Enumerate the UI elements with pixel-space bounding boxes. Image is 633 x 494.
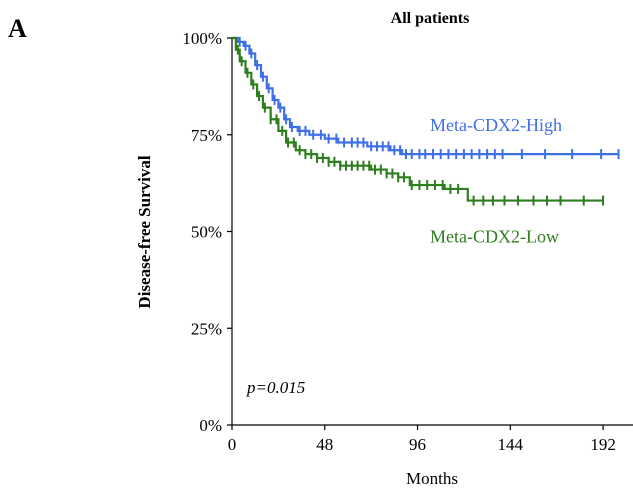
series-label-meta-cdx2-high: Meta-CDX2-High: [430, 115, 562, 135]
panel-label: A: [8, 14, 27, 43]
y-tick-label: 100%: [182, 29, 222, 48]
chart-title: All patients: [391, 10, 470, 27]
series-meta-cdx2-high: Meta-CDX2-High: [232, 36, 620, 160]
x-tick-label: 0: [228, 435, 237, 454]
x-axis-label: Months: [406, 469, 458, 488]
p-value-annotation: p=0.015: [246, 378, 305, 397]
series-layer: Meta-CDX2-High Meta-CDX2-Low: [232, 36, 620, 247]
y-tick-label: 25%: [191, 319, 222, 338]
survival-curve-meta-cdx2-high: [232, 36, 619, 156]
y-tick-label: 0%: [199, 416, 222, 435]
series-label-meta-cdx2-low: Meta-CDX2-Low: [430, 227, 559, 247]
x-tick-label: 48: [316, 435, 333, 454]
x-tick-label: 144: [498, 435, 524, 454]
x-tick-label: 192: [590, 435, 616, 454]
series-meta-cdx2-low: Meta-CDX2-Low: [232, 36, 605, 247]
y-tick-label: 75%: [191, 126, 222, 145]
y-tick-label: 50%: [191, 223, 222, 242]
x-tick-label: 96: [409, 435, 426, 454]
axes: 0% 25% 50% 75% 100% 0 48 96 144 192: [182, 29, 633, 454]
y-axis-label: Disease-free Survival: [135, 155, 154, 308]
